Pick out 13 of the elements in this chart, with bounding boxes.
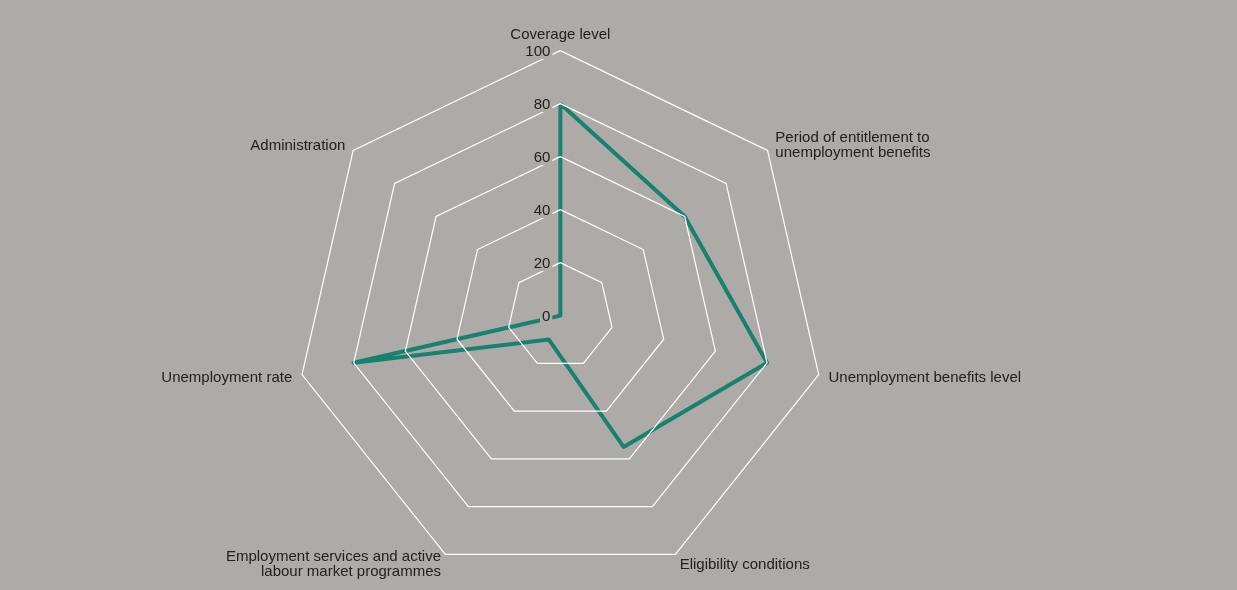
- spoke-label: Administration: [250, 135, 346, 153]
- y-tick-label: 40: [533, 201, 551, 219]
- y-tick-label: 80: [533, 95, 551, 113]
- y-tick-label: 20: [533, 254, 551, 272]
- spoke-label: Unemployment rate: [161, 368, 293, 386]
- y-tick-label: 0: [542, 307, 551, 325]
- y-tick-label: 100: [525, 42, 551, 60]
- spoke-label: Eligibility conditions: [679, 554, 810, 572]
- y-tick-label: 60: [533, 148, 551, 166]
- spoke-label: Employment services and active labour market programmes: [225, 547, 442, 580]
- spoke-label: Period of entitlement to unemployment benefits: [775, 128, 931, 161]
- spoke-label: Unemployment benefits level: [828, 368, 1022, 386]
- spoke-label: Coverage level: [510, 24, 611, 42]
